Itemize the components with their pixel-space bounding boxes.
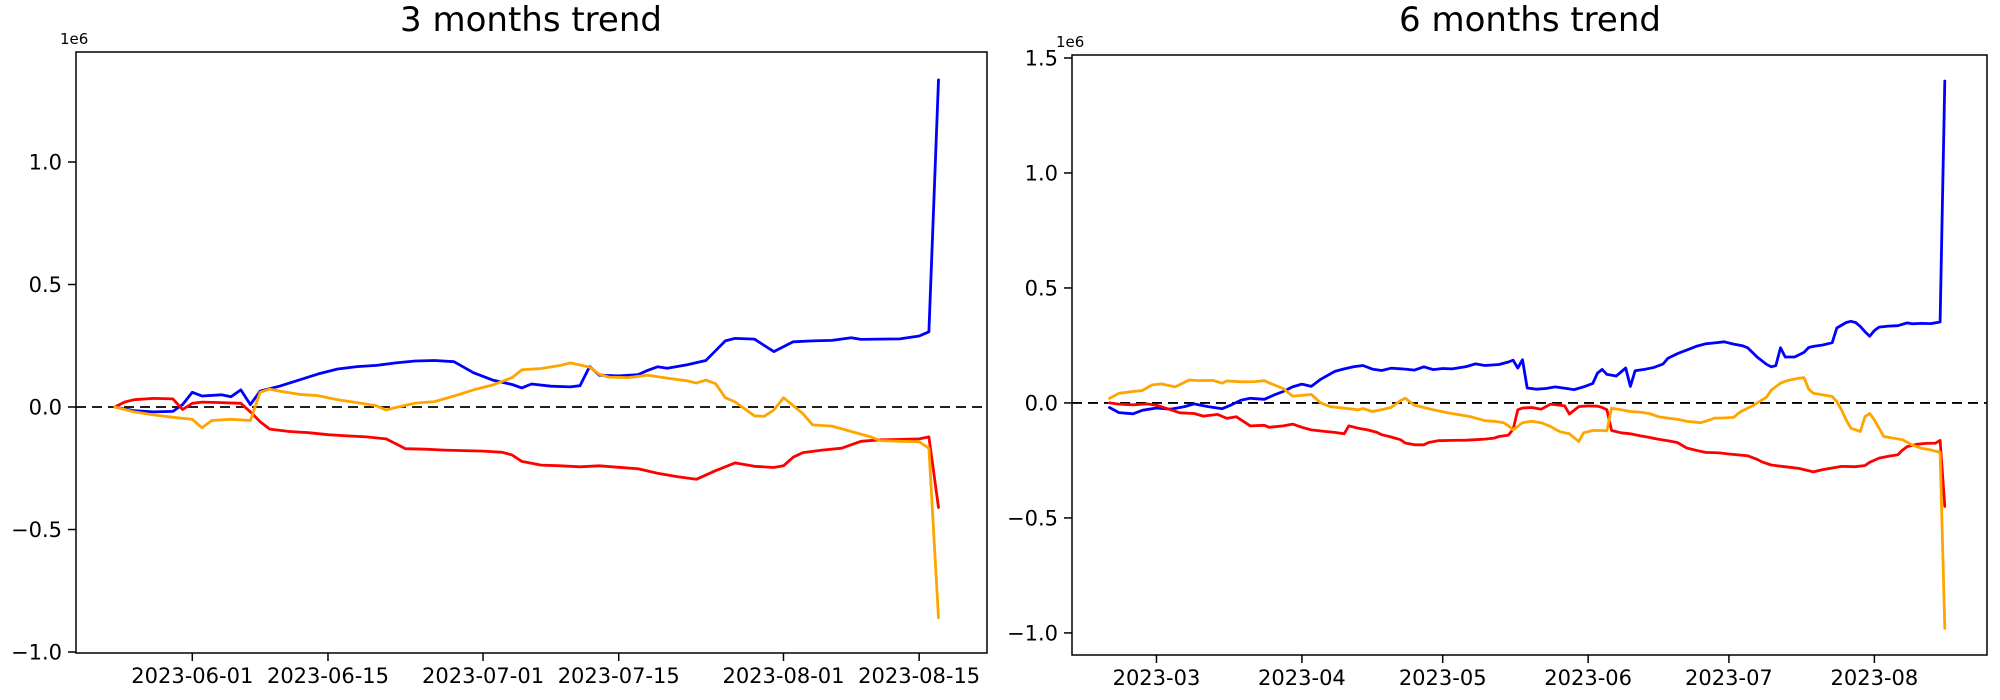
y-tick-label: 0.0 [1025, 391, 1058, 415]
blue-series-line [1108, 79, 1947, 416]
six-months-trend-chart: 6 months trend 1.5 1.0 0.5 0.0 −0.5 −1.0 2023-… [1000, 0, 2000, 700]
chart-title: 6 months trend [1399, 0, 1661, 40]
y-tick-label: 0.5 [29, 273, 62, 297]
chart-title: 3 months trend [400, 0, 662, 40]
x-tick-label: 2023-07-01 [422, 664, 544, 688]
y-tick-label: 1.0 [29, 151, 62, 175]
y-tick-label: 1.0 [1025, 161, 1058, 185]
x-tick-label: 2023-06-01 [131, 664, 253, 688]
x-tick-label: 2023-07-15 [558, 664, 680, 688]
x-tick-label: 2023-07 [1685, 666, 1773, 690]
y-tick-label: −0.5 [1007, 506, 1058, 530]
y-tick-label: −1.0 [1007, 621, 1058, 645]
axes-spines [1071, 54, 1988, 656]
orange-series-line [1108, 376, 1947, 630]
six-months-trend-plot-canvas: 1.5 1.0 0.5 0.0 −0.5 −1.0 2023-03 2023-04 2023-0… [1007, 33, 1988, 690]
y-tick-label: 0.5 [1025, 276, 1058, 300]
y-tick-label: −1.0 [11, 641, 62, 665]
orange-series-line [113, 361, 940, 620]
three-months-trend-chart: 3 months trend 1.0 0.5 0.0 −0.5 −1.0 2023-06-… [11, 0, 988, 688]
x-tick-label: 2023-05 [1399, 666, 1487, 690]
y-axis-offset-label: 1e6 [1056, 33, 1084, 51]
blue-series-line [113, 78, 940, 414]
axes-spines [75, 51, 988, 654]
y-tick-label: −0.5 [11, 518, 62, 542]
x-tick-label: 2023-03 [1113, 666, 1201, 690]
x-tick-label: 2023-08 [1831, 666, 1919, 690]
x-tick-label: 2023-08-01 [722, 664, 844, 688]
x-tick-label: 2023-08-15 [858, 664, 980, 688]
y-axis-offset-label: 1e6 [60, 30, 88, 48]
red-series-line [1108, 401, 1947, 508]
y-tick-label: 0.0 [29, 396, 62, 420]
x-tick-label: 2023-04 [1258, 666, 1346, 690]
three-months-trend-plot-canvas: 1.0 0.5 0.0 −0.5 −1.0 2023-06-01 2023-06-15 202… [11, 30, 988, 688]
x-tick-label: 2023-06 [1544, 666, 1632, 690]
x-tick-label: 2023-06-15 [267, 664, 389, 688]
y-tick-label: 1.5 [1025, 46, 1058, 70]
red-series-line [113, 396, 940, 509]
